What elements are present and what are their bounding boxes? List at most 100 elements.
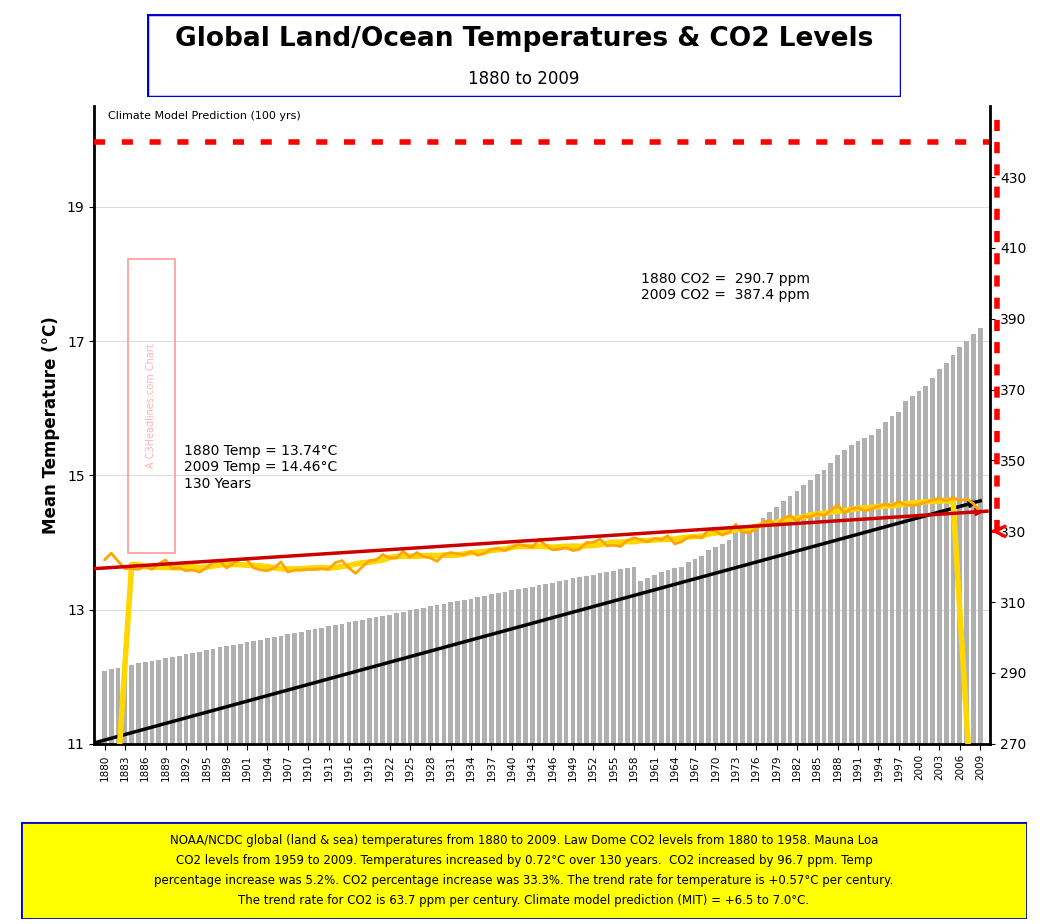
Bar (204, 650, 209, 744)
Bar (509, 590, 515, 744)
Bar (218, 648, 222, 744)
Bar (156, 660, 161, 744)
Bar (163, 658, 168, 744)
Bar (570, 578, 575, 744)
Bar (320, 627, 324, 744)
Bar (781, 501, 786, 744)
Bar (435, 605, 439, 744)
Bar (822, 469, 827, 744)
Bar (937, 370, 942, 744)
Bar (367, 618, 372, 744)
Bar (720, 544, 724, 744)
Bar (128, 260, 175, 553)
Bar (794, 491, 800, 744)
Bar (625, 567, 630, 744)
Bar (462, 600, 466, 744)
Bar (646, 578, 650, 744)
Bar (197, 651, 202, 744)
Bar (292, 633, 297, 744)
Bar (353, 621, 358, 744)
Bar (428, 606, 433, 744)
Bar (882, 422, 888, 744)
Bar (693, 559, 698, 744)
Bar (517, 589, 521, 744)
Bar (136, 663, 140, 744)
Bar (380, 615, 386, 744)
Bar (903, 402, 908, 744)
Bar (102, 671, 107, 744)
Bar (685, 562, 691, 744)
Bar (944, 363, 948, 744)
Bar (618, 569, 623, 744)
Bar (802, 485, 806, 744)
Bar (482, 596, 487, 744)
Bar (115, 668, 121, 744)
Bar (923, 385, 929, 744)
Bar (530, 587, 534, 744)
Text: Climate Model Prediction (100 yrs): Climate Model Prediction (100 yrs) (108, 111, 301, 121)
Bar (400, 612, 406, 744)
Bar (421, 608, 425, 744)
Bar (238, 644, 243, 744)
Bar (177, 656, 181, 744)
Bar (706, 551, 711, 744)
Bar (468, 599, 474, 744)
Bar (333, 626, 337, 744)
Bar (958, 347, 962, 744)
Bar (829, 464, 833, 744)
Bar (258, 639, 263, 744)
Bar (374, 617, 378, 744)
Text: A C3Headlines.com Chart: A C3Headlines.com Chart (146, 344, 156, 468)
Bar (129, 665, 134, 744)
Bar (659, 572, 663, 744)
Bar (340, 624, 345, 744)
Bar (611, 571, 616, 744)
Bar (679, 566, 684, 744)
Bar (183, 654, 189, 744)
Bar (326, 626, 331, 744)
Bar (556, 581, 562, 744)
Bar (767, 512, 772, 744)
Bar (910, 395, 915, 744)
Bar (964, 341, 969, 744)
Bar (740, 531, 745, 744)
Bar (224, 647, 230, 744)
Bar (271, 637, 277, 744)
Bar (788, 495, 792, 744)
Bar (673, 568, 677, 744)
Bar (449, 602, 453, 744)
Bar (835, 455, 840, 744)
Bar (347, 623, 351, 744)
Bar (747, 528, 751, 744)
Bar (414, 609, 419, 744)
Bar (726, 541, 732, 744)
Bar (550, 583, 554, 744)
Bar (279, 636, 283, 744)
Bar (191, 652, 195, 744)
Bar (455, 602, 460, 744)
Bar (699, 556, 704, 744)
Bar (252, 641, 256, 744)
Bar (591, 575, 595, 744)
Bar (232, 645, 236, 744)
Bar (774, 507, 779, 744)
Text: 1880 Temp = 13.74°C
2009 Temp = 14.46°C
130 Years: 1880 Temp = 13.74°C 2009 Temp = 14.46°C … (183, 444, 337, 491)
Bar (842, 450, 847, 744)
Bar (564, 580, 568, 744)
Bar (808, 480, 813, 744)
Bar (597, 573, 603, 744)
Text: 1880 to 2009: 1880 to 2009 (468, 69, 580, 88)
Bar (394, 614, 399, 744)
Bar (537, 585, 542, 744)
Bar (306, 630, 310, 744)
Bar (143, 663, 148, 744)
Bar (150, 661, 154, 744)
Bar (523, 588, 528, 744)
Bar (244, 642, 249, 744)
Bar (543, 584, 548, 744)
Bar (503, 592, 507, 744)
Bar (734, 532, 738, 744)
Y-axis label: Mean Temperature (°C): Mean Temperature (°C) (42, 316, 60, 534)
Text: Global Land/Ocean Temperatures & CO2 Levels: Global Land/Ocean Temperatures & CO2 Lev… (175, 26, 873, 52)
Bar (123, 666, 127, 744)
